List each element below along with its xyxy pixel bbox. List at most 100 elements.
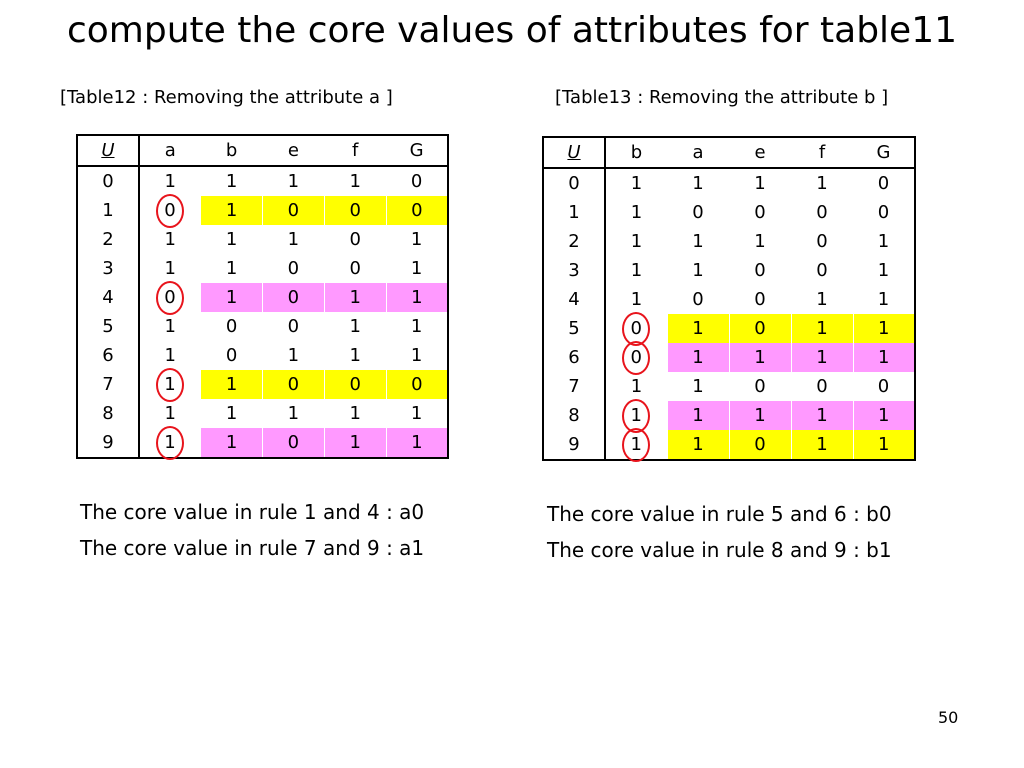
table-cell: 1 bbox=[200, 283, 263, 312]
table-cell: 1 bbox=[410, 258, 423, 279]
table-cell: 1 bbox=[349, 403, 361, 424]
table-cell: 1 bbox=[877, 260, 890, 281]
table-cell: 0 bbox=[816, 202, 828, 223]
table-cell: 0 bbox=[261, 370, 325, 399]
table-cell: 0 bbox=[754, 260, 766, 281]
table-cell: 0 bbox=[728, 430, 791, 460]
table-cell: 1 bbox=[323, 283, 387, 312]
table-cell: 1 bbox=[754, 173, 766, 194]
table-cell: 1 bbox=[692, 231, 704, 252]
table13-notes: The core value in rule 5 and 6 : b0 The … bbox=[547, 496, 892, 568]
table-cell: 1 bbox=[287, 171, 300, 192]
row-id-cell: 1 bbox=[543, 198, 606, 227]
table-cell: 1 bbox=[139, 367, 201, 402]
table-cell: 0 bbox=[877, 173, 890, 194]
table-cell: 1 bbox=[630, 231, 643, 252]
table-cell: 1 bbox=[816, 289, 828, 310]
table-cell: 1 bbox=[877, 289, 890, 310]
table-cell: 0 bbox=[261, 283, 325, 312]
table-row: 7 1 1 0 0 0 bbox=[543, 372, 915, 401]
row-id-cell: 9 bbox=[543, 430, 606, 460]
table-row: 0 1 1 1 1 0 bbox=[77, 166, 448, 196]
table-cell: 1 bbox=[349, 345, 361, 366]
table13-caption: [Table13 : Removing the attribute b ] bbox=[555, 87, 889, 108]
header-cell: U bbox=[543, 137, 606, 169]
table-cell: 1 bbox=[630, 260, 643, 281]
row-id-cell: 6 bbox=[543, 343, 606, 372]
table-cell: 0 bbox=[349, 229, 361, 250]
table-cell: 0 bbox=[754, 289, 766, 310]
table-cell: 1 bbox=[225, 403, 238, 424]
table-cell: 1 bbox=[630, 173, 643, 194]
table-cell: 0 bbox=[225, 316, 238, 337]
table-cell: 0 bbox=[139, 193, 201, 228]
table-cell: 0 bbox=[287, 258, 300, 279]
header-cell: f bbox=[324, 135, 387, 167]
table-cell: 1 bbox=[666, 343, 729, 372]
table-row: 1 1 0 0 0 0 bbox=[543, 198, 915, 227]
table-cell: 0 bbox=[728, 314, 791, 343]
header-cell: G bbox=[853, 137, 915, 169]
table-cell: 1 bbox=[728, 343, 791, 372]
table-cell: 0 bbox=[692, 202, 704, 223]
table-cell: 0 bbox=[754, 202, 766, 223]
table-cell: 0 bbox=[410, 171, 423, 192]
table-cell: 0 bbox=[385, 370, 448, 399]
slide-title: compute the core values of attributes fo… bbox=[66, 10, 958, 51]
table-cell: 1 bbox=[692, 173, 704, 194]
header-cell: e bbox=[262, 135, 325, 167]
table-row: 6 1 0 1 1 1 bbox=[77, 341, 448, 370]
table-cell: 1 bbox=[666, 430, 729, 460]
table-cell: 0 bbox=[385, 196, 448, 225]
table-cell: 1 bbox=[164, 345, 176, 366]
table-cell: 0 bbox=[692, 289, 704, 310]
table-header-row: U b a e f G bbox=[543, 137, 915, 169]
table-cell: 1 bbox=[630, 376, 643, 397]
row-id-cell: 1 bbox=[77, 196, 140, 225]
table-cell: 1 bbox=[139, 425, 201, 460]
table-cell: 0 bbox=[605, 311, 667, 346]
row-id-cell: 9 bbox=[77, 428, 140, 458]
table-cell: 1 bbox=[692, 260, 704, 281]
table-cell: 1 bbox=[605, 398, 667, 433]
row-id-cell: 5 bbox=[543, 314, 606, 343]
table-row: 2 1 1 1 0 1 bbox=[543, 227, 915, 256]
table12-notes: The core value in rule 1 and 4 : a0 The … bbox=[80, 494, 424, 566]
table-row: 8 1 1 1 1 1 bbox=[77, 399, 448, 428]
table-cell: 1 bbox=[225, 229, 238, 250]
row-id-cell: 4 bbox=[77, 283, 140, 312]
table-cell: 1 bbox=[323, 428, 387, 458]
table-row: 0 1 1 1 1 0 bbox=[543, 168, 915, 198]
header-cell: G bbox=[386, 135, 448, 167]
table-cell: 0 bbox=[605, 340, 667, 375]
table-cell: 1 bbox=[225, 258, 238, 279]
table-cell: 1 bbox=[164, 171, 176, 192]
header-cell: U bbox=[77, 135, 140, 167]
table-cell: 1 bbox=[164, 403, 176, 424]
table-cell: 0 bbox=[754, 376, 766, 397]
table-cell: 1 bbox=[790, 343, 853, 372]
table-cell: 1 bbox=[630, 202, 643, 223]
table-cell: 1 bbox=[666, 314, 729, 343]
table-cell: 1 bbox=[385, 283, 448, 312]
table-row: 5 1 0 0 1 1 bbox=[77, 312, 448, 341]
table-cell: 1 bbox=[852, 343, 915, 372]
table-cell: 0 bbox=[287, 316, 300, 337]
table-row: 3 1 1 0 0 1 bbox=[77, 254, 448, 283]
table-cell: 1 bbox=[852, 430, 915, 460]
table-cell: 1 bbox=[410, 403, 423, 424]
table-row: 2 1 1 1 0 1 bbox=[77, 225, 448, 254]
row-id-cell: 0 bbox=[77, 166, 140, 196]
table-cell: 0 bbox=[877, 376, 890, 397]
row-id-cell: 7 bbox=[77, 370, 140, 399]
table-row: 3 1 1 0 0 1 bbox=[543, 256, 915, 285]
table-cell: 0 bbox=[323, 196, 387, 225]
header-cell: a bbox=[138, 135, 201, 167]
table-cell: 1 bbox=[754, 231, 766, 252]
table-cell: 1 bbox=[164, 316, 176, 337]
table-cell: 1 bbox=[852, 401, 915, 430]
table-cell: 0 bbox=[139, 280, 201, 315]
